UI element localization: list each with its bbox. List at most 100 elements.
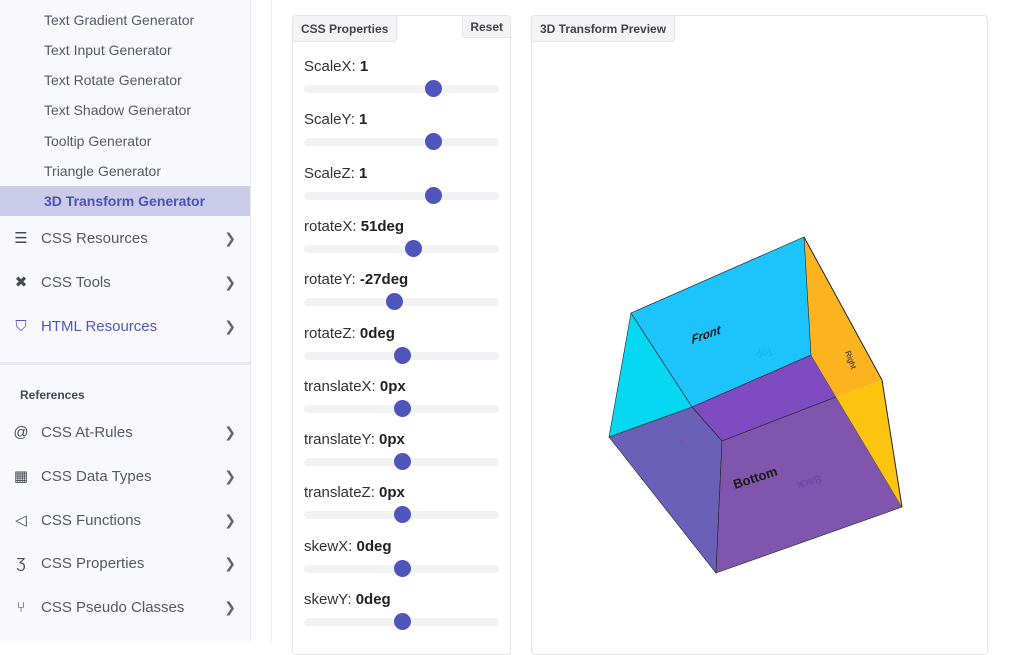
control-rotatex: rotateX: 51deg bbox=[304, 218, 500, 271]
slider-thumb[interactable] bbox=[393, 506, 411, 524]
sidebar-group-label: HTML Resources bbox=[41, 317, 158, 335]
sidebar-group-label: CSS Tools bbox=[41, 273, 111, 291]
slider-thumb[interactable] bbox=[405, 239, 423, 257]
cube-face-right bbox=[804, 237, 882, 397]
sidebar: Text Gradient Generator Text Input Genera… bbox=[0, 0, 251, 641]
slider-thumb[interactable] bbox=[424, 80, 442, 97]
sidebar-group-css-functions[interactable]: ◁ CSS Functions ❯ bbox=[0, 500, 250, 540]
control-label: ScaleY: 1 bbox=[304, 111, 368, 129]
face-label-left: Left bbox=[675, 433, 690, 451]
reset-button[interactable]: Reset bbox=[462, 16, 510, 38]
control-label: translateZ: 0px bbox=[304, 484, 405, 502]
control-value: 0px bbox=[379, 377, 406, 395]
sidebar-group-css-properties[interactable]: Ʒ CSS Properties ❯ bbox=[0, 543, 250, 583]
at-icon: @ bbox=[13, 423, 29, 441]
control-value: 1 bbox=[359, 58, 369, 75]
control-value: 0deg bbox=[355, 591, 391, 608]
slider-track[interactable] bbox=[304, 453, 499, 471]
sidebar-group-css-at-rules[interactable]: @ CSS At-Rules ❯ bbox=[0, 412, 250, 452]
control-label: rotateY: -27deg bbox=[304, 271, 409, 289]
control-label: translateX: 0px bbox=[304, 377, 406, 395]
slider-thumb[interactable] bbox=[424, 186, 442, 204]
cube-preview: Front Top Bottom Back Left Right bbox=[608, 236, 903, 574]
slider-track[interactable] bbox=[304, 613, 499, 630]
control-value: 1 bbox=[359, 111, 368, 129]
control-value: 51deg bbox=[360, 217, 405, 235]
control-translatez: translateZ: 0px bbox=[304, 484, 500, 537]
sidebar-group-label: CSS Resources bbox=[41, 229, 148, 247]
tab-3d-transform-preview[interactable]: 3D Transform Preview bbox=[532, 16, 676, 42]
control-value: 0deg bbox=[359, 324, 395, 342]
slider-track[interactable] bbox=[304, 506, 499, 524]
slider-track[interactable] bbox=[304, 399, 499, 417]
sidebar-group-label: CSS At-Rules bbox=[41, 423, 133, 441]
slider-thumb[interactable] bbox=[393, 399, 411, 417]
slider-track[interactable] bbox=[304, 559, 499, 577]
tools-icon: ✖ bbox=[14, 274, 28, 291]
control-value: -27deg bbox=[359, 271, 409, 289]
tab-css-properties[interactable]: CSS Properties bbox=[293, 16, 398, 42]
sidebar-item-tooltip-generator[interactable]: Tooltip Generator bbox=[44, 133, 152, 149]
slider-thumb[interactable] bbox=[393, 559, 411, 577]
sidebar-group-label: CSS Data Types bbox=[41, 467, 152, 485]
slider-thumb[interactable] bbox=[393, 346, 411, 364]
chevron-right-icon: ❯ bbox=[224, 467, 236, 484]
slider-track[interactable] bbox=[304, 133, 499, 151]
divider bbox=[271, 0, 272, 641]
sidebar-item-text-input-generator[interactable]: Text Input Generator bbox=[44, 42, 172, 58]
control-rotatez: rotateZ: 0deg bbox=[304, 325, 500, 378]
sidebar-group-html-resources[interactable]: ⛉ HTML Resources ❯ bbox=[0, 306, 250, 346]
sidebar-group-css-tools[interactable]: ✖ CSS Tools ❯ bbox=[0, 262, 250, 302]
slider-thumb[interactable] bbox=[393, 613, 411, 630]
control-label: skewX: 0deg bbox=[304, 537, 392, 555]
chevron-right-icon: ❯ bbox=[224, 317, 236, 334]
control-scaley: ScaleY: 1 bbox=[304, 111, 500, 164]
face-label-top: Top bbox=[754, 344, 775, 361]
slider-thumb[interactable] bbox=[385, 293, 403, 311]
control-value: 1 bbox=[359, 164, 368, 182]
cube-face-left bbox=[608, 406, 723, 574]
slider-track[interactable] bbox=[304, 186, 499, 204]
control-label: rotateZ: 0deg bbox=[304, 324, 395, 342]
slider-thumb[interactable] bbox=[424, 133, 442, 151]
branch-icon: ⑂ bbox=[16, 598, 26, 616]
control-value: 0deg bbox=[356, 537, 392, 555]
cube-outline bbox=[803, 236, 903, 508]
sidebar-item-triangle-generator[interactable]: Triangle Generator bbox=[44, 163, 161, 179]
sidebar-group-css-data-types[interactable]: ▦ CSS Data Types ❯ bbox=[0, 456, 250, 496]
control-label: ScaleZ: 1 bbox=[304, 164, 368, 182]
sidebar-group-label: CSS Pseudo Classes bbox=[41, 598, 185, 616]
control-scalez: ScaleZ: 1 bbox=[304, 165, 500, 218]
html5-icon: ⛉ bbox=[15, 317, 27, 335]
chevron-right-icon: ❯ bbox=[224, 423, 236, 440]
control-translatey: translateY: 0px bbox=[304, 431, 500, 484]
sidebar-item-text-shadow-generator[interactable]: Text Shadow Generator bbox=[44, 102, 192, 118]
sidebar-group-css-pseudo-classes[interactable]: ⑂ CSS Pseudo Classes ❯ bbox=[0, 587, 250, 627]
slider-track[interactable] bbox=[304, 239, 499, 257]
sidebar-item-text-gradient-generator[interactable]: Text Gradient Generator bbox=[44, 12, 195, 28]
sidebar-group-label: CSS Functions bbox=[41, 511, 142, 529]
slider-thumb[interactable] bbox=[393, 453, 411, 471]
control-skewx: skewX: 0deg bbox=[304, 538, 500, 591]
control-skewy: skewY: 0deg bbox=[304, 591, 500, 644]
sidebar-item-3d-transform-generator[interactable]: 3D Transform Generator bbox=[0, 186, 250, 216]
cube-face-right-lower bbox=[836, 380, 902, 507]
chevron-right-icon: ❯ bbox=[224, 511, 236, 528]
chevron-right-icon: ❯ bbox=[224, 273, 236, 290]
slider-track[interactable] bbox=[304, 293, 499, 311]
references-heading: References bbox=[20, 388, 85, 402]
slider-track[interactable] bbox=[304, 80, 499, 97]
chevron-right-icon: ❯ bbox=[224, 554, 236, 571]
control-scalex: ScaleX: 1 bbox=[304, 58, 500, 111]
sidebar-group-label: CSS Properties bbox=[41, 554, 145, 572]
control-label: ScaleX: 1 bbox=[304, 58, 369, 75]
divider bbox=[0, 362, 250, 365]
slider-track[interactable] bbox=[304, 346, 499, 364]
cube-face-front bbox=[630, 236, 812, 408]
sidebar-group-css-resources[interactable]: ☰ CSS Resources ❯ bbox=[0, 218, 250, 258]
sidebar-item-text-rotate-generator[interactable]: Text Rotate Generator bbox=[44, 72, 182, 88]
control-rotatey: rotateY: -27deg bbox=[304, 271, 500, 324]
table-icon: ▦ bbox=[13, 468, 29, 485]
list-icon: ☰ bbox=[14, 230, 28, 247]
control-value: 0px bbox=[379, 484, 405, 502]
